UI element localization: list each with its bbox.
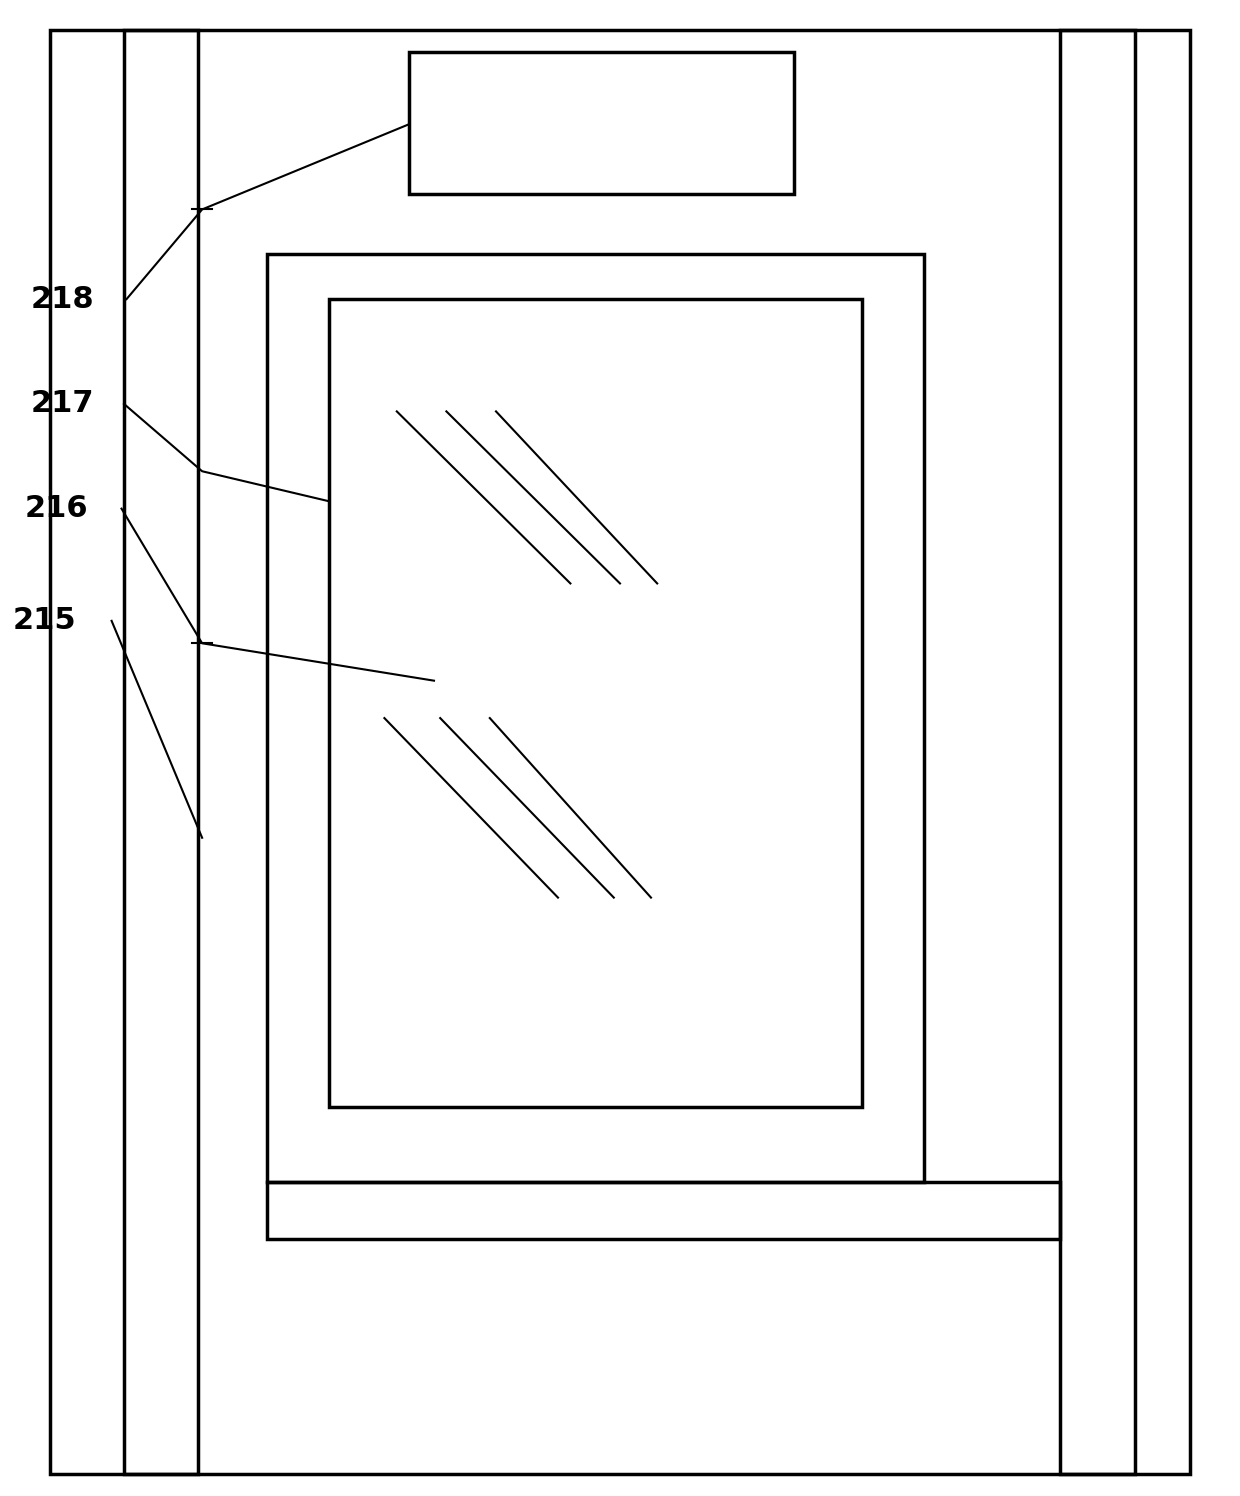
Text: 217: 217 — [31, 389, 94, 419]
Text: 218: 218 — [31, 284, 94, 314]
Bar — [409, 52, 794, 194]
Bar — [1060, 30, 1135, 1474]
Bar — [124, 30, 198, 1474]
Bar — [267, 1182, 1060, 1239]
Text: 215: 215 — [12, 606, 76, 636]
Bar — [329, 299, 862, 1107]
Bar — [267, 254, 924, 1182]
Text: 216: 216 — [25, 494, 88, 524]
